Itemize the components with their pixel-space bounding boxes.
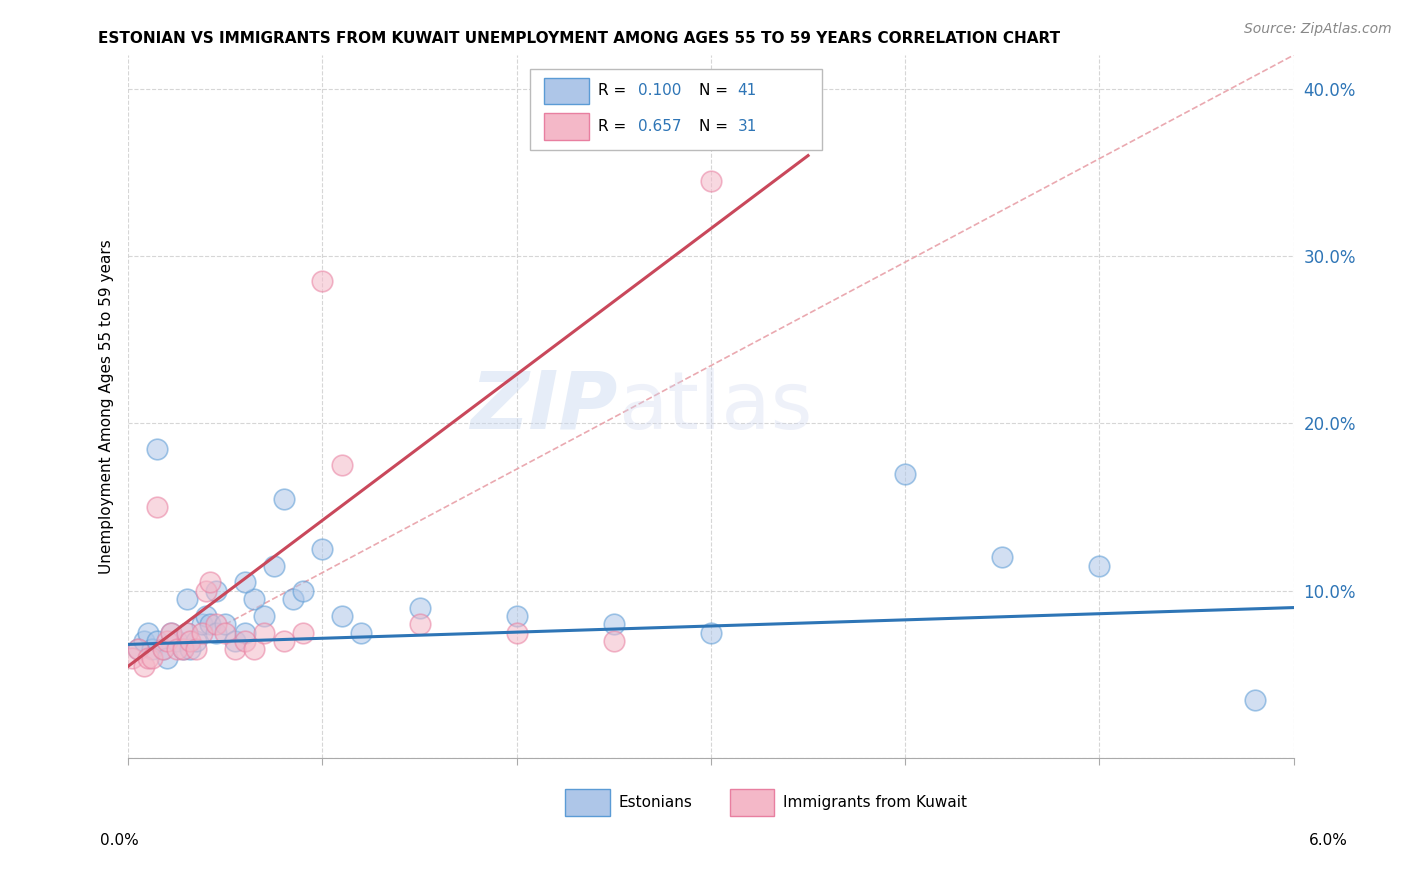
Y-axis label: Unemployment Among Ages 55 to 59 years: Unemployment Among Ages 55 to 59 years (100, 239, 114, 574)
Point (136, 625, 159, 640)
Point (172, 642, 194, 657)
Point (214, 625, 236, 640)
Point (194, 609, 217, 624)
Point (146, 634, 169, 648)
Point (121, 650, 143, 665)
Point (194, 583, 217, 598)
Text: 0.657: 0.657 (637, 119, 681, 134)
Point (198, 575, 221, 590)
Text: Source: ZipAtlas.com: Source: ZipAtlas.com (1244, 22, 1392, 37)
Point (700, 174, 723, 188)
Point (330, 609, 353, 624)
Point (350, 625, 373, 640)
Point (179, 642, 201, 657)
Point (311, 541, 333, 556)
Point (204, 625, 226, 640)
Point (283, 592, 305, 607)
Text: Immigrants from Kuwait: Immigrants from Kuwait (783, 795, 967, 810)
Point (160, 625, 183, 640)
Point (311, 274, 333, 288)
Point (191, 617, 214, 632)
Text: 6.0%: 6.0% (1309, 833, 1348, 847)
Text: ZIP: ZIP (471, 368, 617, 446)
Point (991, 550, 1014, 565)
Point (243, 642, 266, 657)
Point (132, 634, 155, 648)
FancyBboxPatch shape (730, 789, 773, 816)
Point (263, 558, 285, 573)
Point (204, 583, 226, 598)
Point (1088, 558, 1111, 573)
Text: 41: 41 (738, 84, 756, 98)
Point (603, 634, 626, 648)
FancyBboxPatch shape (544, 78, 589, 104)
Point (176, 625, 198, 640)
Text: N =: N = (699, 119, 733, 134)
Point (198, 617, 221, 632)
Point (141, 642, 163, 657)
Point (506, 609, 529, 624)
Point (172, 642, 194, 657)
Point (253, 625, 276, 640)
Point (233, 625, 256, 640)
Point (176, 625, 198, 640)
Point (146, 442, 169, 456)
Text: 0.0%: 0.0% (100, 833, 139, 847)
Point (127, 642, 149, 657)
Point (408, 600, 430, 615)
Text: R =: R = (598, 84, 631, 98)
Text: Estonians: Estonians (619, 795, 693, 810)
Point (253, 609, 276, 624)
Point (292, 625, 315, 640)
Point (330, 458, 353, 473)
Text: atlas: atlas (617, 368, 813, 446)
Point (136, 650, 159, 665)
Text: 31: 31 (738, 119, 756, 134)
Point (132, 659, 155, 673)
Point (224, 634, 246, 648)
Text: ESTONIAN VS IMMIGRANTS FROM KUWAIT UNEMPLOYMENT AMONG AGES 55 TO 59 YEARS CORREL: ESTONIAN VS IMMIGRANTS FROM KUWAIT UNEMP… (98, 31, 1060, 46)
Point (191, 625, 214, 640)
Point (152, 642, 174, 657)
Point (214, 617, 236, 632)
Point (273, 634, 295, 648)
FancyBboxPatch shape (530, 70, 821, 150)
Point (506, 625, 529, 640)
Point (273, 491, 295, 506)
Point (700, 625, 723, 640)
FancyBboxPatch shape (544, 112, 589, 139)
Point (186, 642, 208, 657)
Point (141, 650, 163, 665)
Point (224, 642, 246, 657)
FancyBboxPatch shape (565, 789, 610, 816)
Point (166, 642, 188, 657)
Point (156, 650, 179, 665)
Text: N =: N = (699, 84, 733, 98)
Point (603, 617, 626, 632)
Point (1243, 692, 1265, 706)
Text: R =: R = (598, 119, 631, 134)
Point (156, 634, 179, 648)
Point (894, 467, 917, 481)
Point (186, 634, 208, 648)
Point (146, 500, 169, 515)
Text: 0.100: 0.100 (637, 84, 681, 98)
Point (233, 575, 256, 590)
Point (243, 592, 266, 607)
Point (127, 642, 149, 657)
Point (292, 583, 315, 598)
Point (166, 634, 188, 648)
Point (160, 625, 183, 640)
Point (179, 634, 201, 648)
Point (233, 634, 256, 648)
Point (408, 617, 430, 632)
Point (204, 617, 226, 632)
Point (176, 592, 198, 607)
Point (152, 642, 174, 657)
